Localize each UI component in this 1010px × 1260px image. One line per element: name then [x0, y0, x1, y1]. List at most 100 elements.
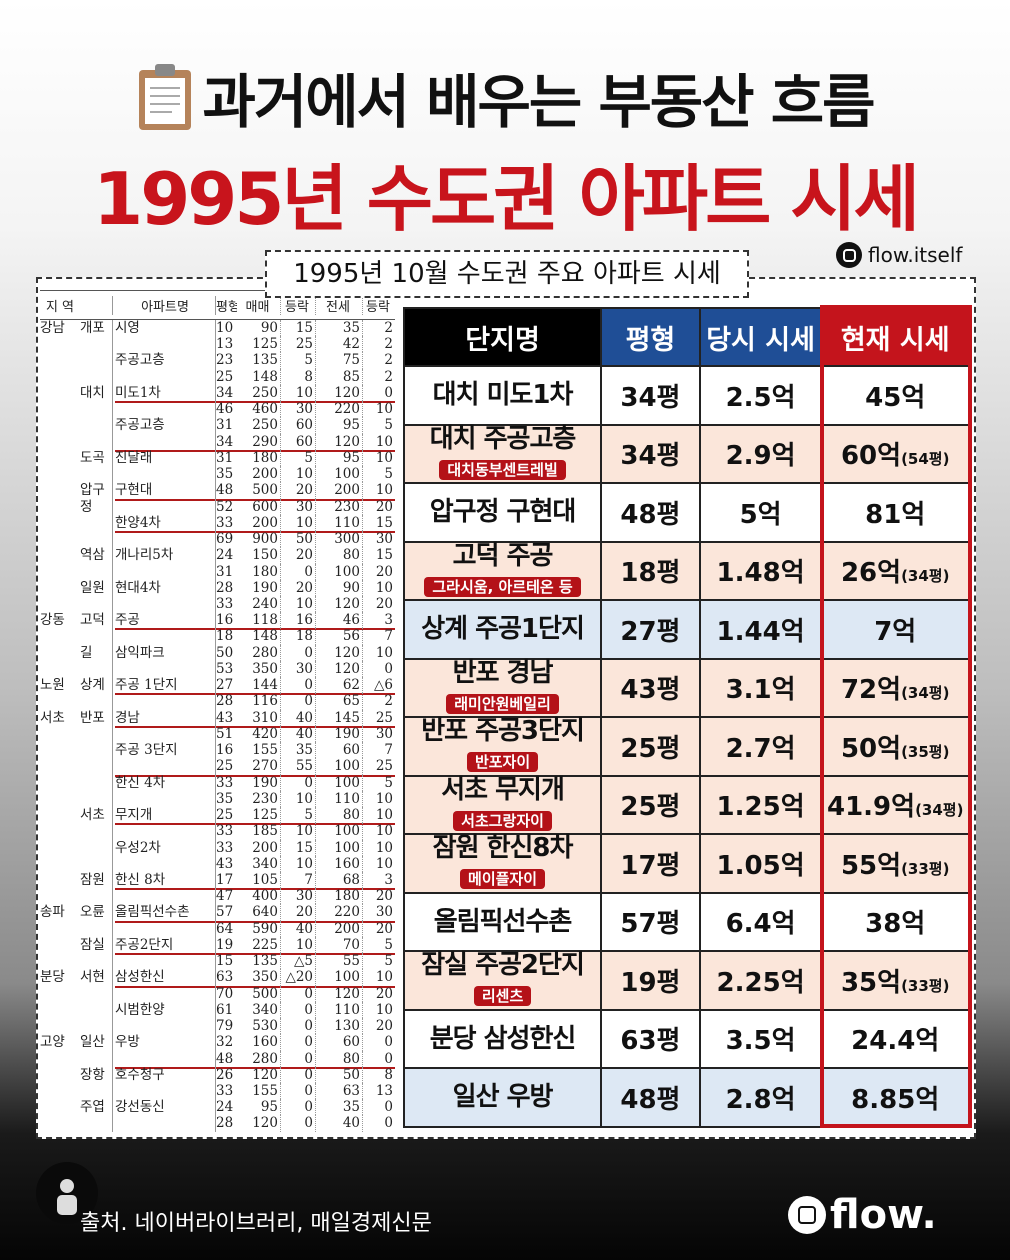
column-header: 등락 — [362, 295, 393, 315]
table-cell: 116 — [252, 693, 278, 710]
table-row: 대치 주공고층 대치동부센트레빌 34평 2.9억 60억(54평) — [402, 423, 970, 484]
table-cell: 150 — [252, 547, 278, 564]
table-cell — [80, 1083, 112, 1099]
complex-name: 상계 주공1단지 — [421, 614, 585, 645]
then-price-cell: 3.5억 — [698, 1008, 823, 1069]
table-cell: 24 — [215, 547, 237, 564]
table-cell: 16 — [215, 612, 237, 629]
table-cell: 압구 — [80, 482, 105, 499]
table-cell: 30 — [362, 725, 393, 743]
now-size: (33평) — [901, 976, 950, 995]
table-cell: 31 — [215, 449, 237, 467]
table-cell: 잠실 — [80, 936, 105, 953]
table-cell: 61 — [215, 1001, 237, 1019]
highlight-underline — [115, 888, 395, 891]
table-cell — [80, 758, 112, 774]
table-cell — [80, 1115, 112, 1131]
table-cell: 16 — [280, 612, 315, 629]
main-title: 과거에서 배우는 부동산 흐름 — [0, 55, 1010, 139]
table-cell: 30 — [280, 498, 315, 515]
now-price-cell: 72억(34평) — [820, 657, 970, 718]
complex-cell: 반포 주공3단지 반포자이 — [402, 716, 603, 777]
table-cell: 200 — [315, 482, 362, 499]
table-row: 25 270 55 100 25 — [40, 758, 395, 777]
highlight-underline — [115, 531, 395, 534]
table-cell — [112, 985, 215, 1002]
table-cell: 290 — [252, 433, 278, 450]
new-complex-tag: 리센츠 — [473, 986, 532, 1007]
size-cell: 48평 — [600, 1067, 701, 1128]
table-cell: △6 — [362, 677, 393, 694]
highlight-underline — [115, 449, 395, 452]
table-row: 길 삼익파크 50 280 0 120 10 — [40, 644, 395, 661]
table-cell: 시범한양 — [112, 1001, 215, 1019]
complex-name: 반포 주공3단지 — [421, 716, 585, 747]
table-cell: 10 — [280, 823, 315, 840]
now-size: (54평) — [901, 450, 950, 469]
size-cell: 63평 — [600, 1008, 701, 1069]
table-cell: 28 — [215, 579, 237, 596]
table-cell: 20 — [362, 920, 393, 937]
then-price-cell: 1.48억 — [698, 540, 823, 601]
table-cell — [40, 742, 80, 758]
table-cell: 노원 — [40, 677, 65, 694]
table-cell — [112, 1050, 215, 1067]
table-row: 잠실 주공2단지 리센츠 19평 2.25억 35억(33평) — [402, 950, 970, 1011]
table-cell — [80, 596, 112, 612]
now-price: 60억 — [840, 441, 902, 472]
now-price: 24.4억 — [851, 1026, 940, 1057]
now-price: 26억 — [840, 558, 902, 589]
size-cell: 18평 — [600, 540, 701, 601]
panel-label: 1995년 10월 수도권 주요 아파트 시세 — [265, 250, 749, 298]
table-cell: 155 — [252, 742, 278, 759]
now-price: 55억 — [840, 850, 902, 881]
table-cell: 0 — [280, 1066, 315, 1084]
table-cell — [40, 791, 80, 807]
table-cell: 2 — [362, 693, 393, 710]
table-cell: 280 — [252, 644, 278, 661]
table-cell: 33 — [215, 514, 237, 532]
now-price: 7억 — [874, 616, 917, 647]
table-cell — [40, 369, 80, 385]
table-cell: 반포 — [80, 709, 105, 726]
table-cell: 60 — [315, 742, 362, 759]
table-cell — [40, 352, 80, 368]
table-cell: 18 — [215, 628, 237, 645]
table-row: 33 185 10 100 10 — [40, 823, 395, 840]
table-cell: 잠원 — [80, 871, 105, 888]
table-cell: 68 — [315, 871, 362, 889]
table-cell: 10 — [280, 514, 315, 532]
column-header: 평형 — [600, 307, 701, 367]
table-cell: 0 — [280, 1018, 315, 1035]
size-cell: 19평 — [600, 950, 701, 1011]
table-cell: 43 — [215, 709, 237, 726]
table-cell: 10 — [362, 790, 393, 808]
now-price: 8.85억 — [851, 1084, 940, 1115]
table-cell: 5 — [362, 466, 393, 483]
table-cell: 95 — [315, 449, 362, 467]
instagram-icon — [788, 1196, 826, 1234]
table-row: 고양 일산 우방 32 160 0 60 0 — [40, 1034, 395, 1051]
now-price-cell: 41.9억(34평) — [820, 774, 970, 835]
table-cell — [40, 482, 80, 498]
table-cell: 서초 — [80, 807, 105, 824]
table-cell — [80, 775, 112, 791]
table-cell — [112, 790, 215, 808]
then-price-cell: 3.1억 — [698, 657, 823, 718]
table-cell: 25 — [215, 368, 237, 385]
avatar[interactable] — [36, 1162, 98, 1224]
newspaper-table: 지 역아파트명평형매매등락전세등락 강남개포시영1090153521312525… — [40, 290, 395, 1132]
table-cell: 46 — [315, 612, 362, 629]
size-cell: 17평 — [600, 833, 701, 894]
table-cell — [112, 531, 215, 548]
table-cell — [40, 401, 80, 417]
table-cell: 대치 — [80, 384, 105, 401]
table-row: 51 420 40 190 30 — [40, 725, 395, 743]
table-cell: 장항 — [80, 1066, 105, 1083]
table-cell — [80, 417, 112, 433]
table-cell: 240 — [252, 595, 278, 612]
table-cell: 120 — [315, 595, 362, 613]
complex-name: 올림픽선수촌 — [433, 906, 573, 937]
table-cell: 15 — [362, 547, 393, 564]
table-cell: 5 — [280, 449, 315, 467]
